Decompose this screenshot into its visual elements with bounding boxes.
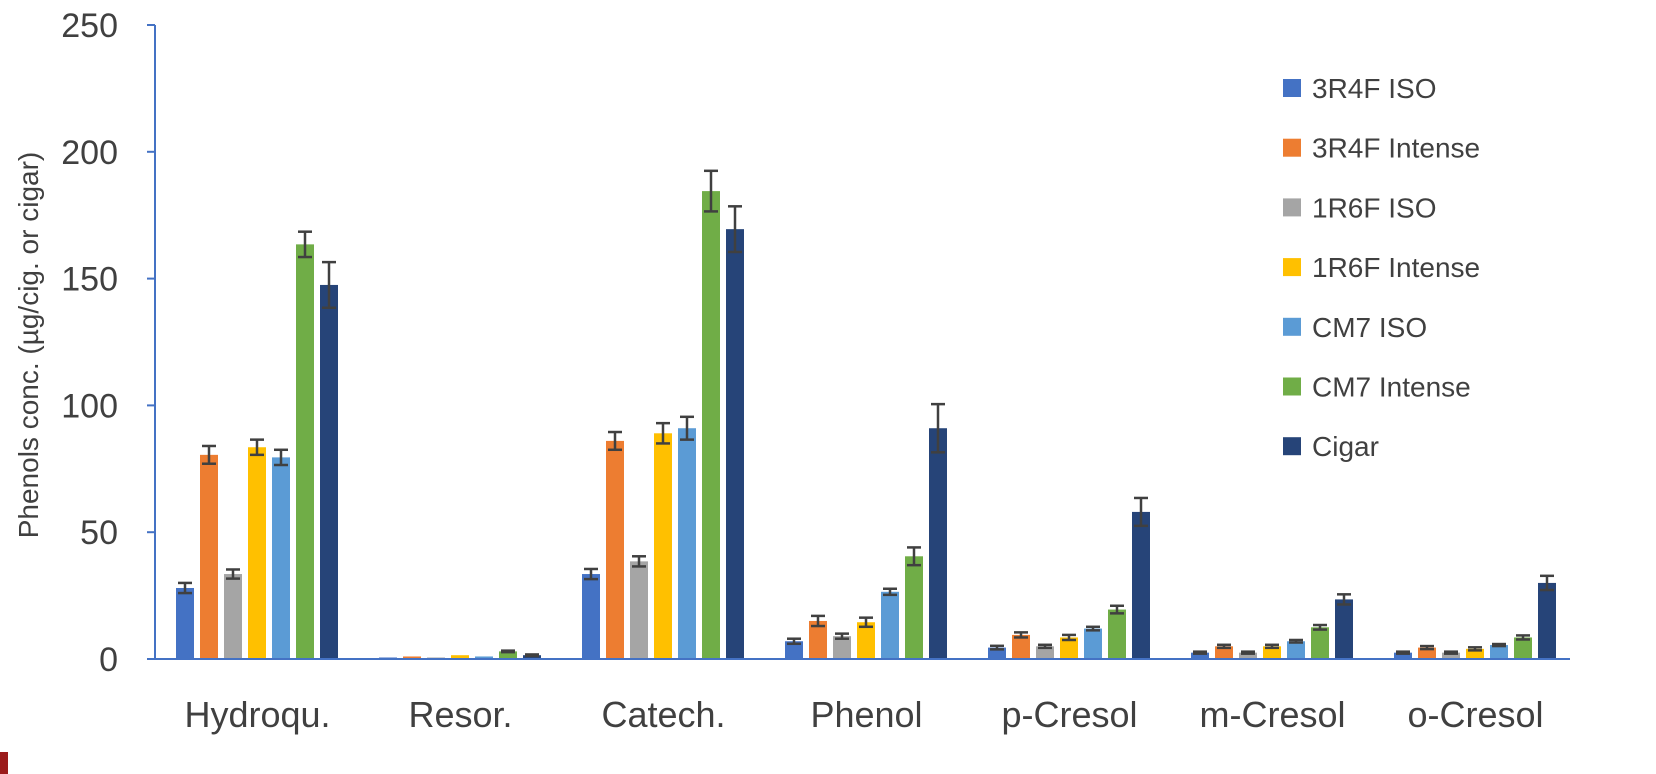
category-labels: Hydroqu. Resor. Catech. Phenol p-Cresol m-Cre… xyxy=(184,694,1543,735)
legend: 3R4F ISO 3R4F Intense 1R6F ISO 1R6F Intense… xyxy=(1283,73,1480,462)
bar xyxy=(582,574,600,659)
bar xyxy=(1418,647,1436,659)
legend-swatch xyxy=(1283,138,1301,157)
bar xyxy=(499,651,517,659)
bar xyxy=(988,647,1006,659)
bar xyxy=(1215,646,1233,659)
bar xyxy=(248,447,266,659)
legend-swatch xyxy=(1283,437,1301,456)
error-bars-group xyxy=(178,169,1554,658)
bar xyxy=(451,655,469,659)
category-label: o-Cresol xyxy=(1407,694,1543,735)
bar xyxy=(905,556,923,659)
category-label: p-Cresol xyxy=(1001,694,1137,735)
bar xyxy=(272,457,290,659)
bar xyxy=(785,641,803,659)
bar xyxy=(726,229,744,659)
legend-label: 3R4F ISO xyxy=(1312,73,1436,104)
legend-label: 3R4F Intense xyxy=(1312,133,1480,164)
category-label: Catech. xyxy=(601,694,725,735)
legend-swatch xyxy=(1283,198,1301,217)
legend-swatch xyxy=(1283,377,1301,396)
bar xyxy=(1311,627,1329,659)
legend-swatch xyxy=(1283,258,1301,277)
y-tick-label: 250 xyxy=(61,7,118,45)
bar xyxy=(176,587,194,659)
bar xyxy=(606,440,624,659)
legend-label: CM7 ISO xyxy=(1312,312,1427,343)
legend-label: 1R6F ISO xyxy=(1312,192,1436,223)
y-tick-label: 50 xyxy=(80,514,118,552)
category-label: Resor. xyxy=(408,694,512,735)
y-axis-ticks: 0 50 100 150 200 250 xyxy=(61,7,155,679)
bar xyxy=(857,622,875,659)
bar xyxy=(403,656,421,659)
y-tick-label: 150 xyxy=(61,261,118,299)
bar xyxy=(1514,637,1532,659)
bar xyxy=(224,574,242,659)
y-axis-title: Phenols conc. (µg/cig. or cigar) xyxy=(13,152,44,539)
bar xyxy=(881,591,899,659)
bar xyxy=(678,428,696,659)
bar xyxy=(1036,646,1054,659)
y-tick-label: 100 xyxy=(61,387,118,425)
bar xyxy=(654,433,672,659)
bar xyxy=(1490,645,1508,659)
bar-series-group xyxy=(176,191,1556,659)
bar xyxy=(1263,646,1281,659)
legend-label: CM7 Intense xyxy=(1312,372,1471,403)
bar xyxy=(809,620,827,659)
bar xyxy=(1191,652,1209,659)
bar xyxy=(1084,628,1102,659)
bar xyxy=(630,561,648,659)
bar xyxy=(1287,641,1305,659)
bar xyxy=(1012,634,1030,659)
bar xyxy=(320,284,338,659)
axes xyxy=(154,25,1570,660)
bar xyxy=(1538,582,1556,659)
bar xyxy=(929,428,947,659)
bar xyxy=(833,636,851,659)
bar xyxy=(1108,609,1126,659)
category-label: Hydroqu. xyxy=(184,694,330,735)
bar xyxy=(1060,637,1078,659)
bar xyxy=(200,454,218,659)
legend-label: Cigar xyxy=(1312,431,1379,462)
category-label: m-Cresol xyxy=(1199,694,1345,735)
y-tick-label: 0 xyxy=(99,641,118,679)
legend-label: 1R6F Intense xyxy=(1312,252,1480,283)
bar xyxy=(475,656,493,659)
bar xyxy=(1442,652,1460,659)
bar xyxy=(1394,652,1412,659)
corner-logo-fragment xyxy=(0,752,8,774)
bar xyxy=(1466,648,1484,659)
bar xyxy=(1239,652,1257,659)
bar xyxy=(1132,511,1150,659)
category-label: Phenol xyxy=(810,694,922,735)
bar xyxy=(702,191,720,659)
bar xyxy=(296,244,314,659)
bar xyxy=(1335,599,1353,659)
legend-swatch xyxy=(1283,79,1301,97)
legend-swatch xyxy=(1283,317,1301,336)
y-tick-label: 200 xyxy=(61,134,118,172)
